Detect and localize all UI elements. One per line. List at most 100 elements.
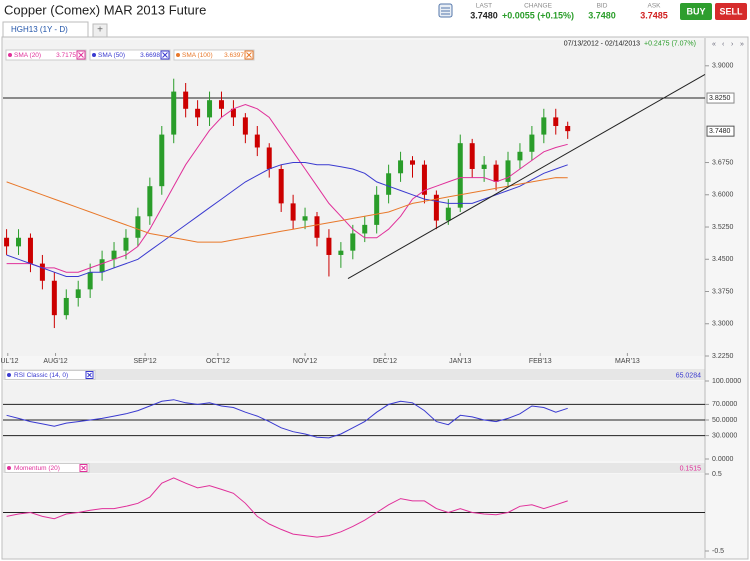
quote-value: +0.0055 (+0.15%) (502, 10, 574, 20)
nav-icon[interactable]: « (712, 41, 716, 48)
candle-body (266, 147, 272, 169)
candle-body (433, 194, 439, 221)
nav-icon[interactable]: ‹ (722, 41, 725, 48)
trend-line (347, 73, 706, 280)
quote-value: 3.7480 (470, 10, 498, 20)
calendar-icon[interactable] (438, 3, 453, 18)
candle-body (63, 297, 69, 316)
candle-body (242, 117, 248, 135)
indicator-close[interactable] (85, 371, 94, 379)
x-tick-label: JUL'12 (0, 358, 19, 365)
legend-value: 3.6698 (140, 52, 160, 59)
candle-body (362, 224, 368, 234)
legend-item: SMA (50) 3.6698 (89, 49, 171, 61)
legend-close-x[interactable] (78, 52, 84, 58)
indicator-line (6, 103, 568, 273)
nav-icon[interactable]: » (740, 41, 744, 48)
candle-body (386, 173, 392, 195)
candle-body (183, 91, 189, 109)
legend-item: SMA (100) 3.6397 (173, 49, 255, 61)
indicator-last-value: 0.1515 (680, 465, 702, 472)
period-change: +0.2475 (7.07%) (644, 40, 696, 47)
indicator-close[interactable] (79, 464, 88, 472)
candle-body (326, 237, 332, 255)
page-title: Copper (Comex) MAR 2013 Future (4, 2, 206, 17)
y-tick-label: 3.6000 (712, 192, 734, 199)
candle-body (195, 108, 201, 118)
candle-body (421, 164, 427, 195)
indicator-line (6, 162, 568, 277)
level-label: 3.8250 (709, 95, 731, 102)
quote-value: 3.7485 (640, 10, 668, 20)
tab-body[interactable] (92, 23, 108, 38)
candle-body (493, 164, 499, 182)
candle-body (135, 216, 141, 238)
x-tick-label: FEB'13 (529, 358, 552, 365)
candle-body (218, 100, 224, 109)
quote-label: BID (597, 3, 608, 10)
quote-value: 3.7480 (588, 10, 616, 20)
navigation-icons[interactable]: « ‹ › » (712, 41, 744, 48)
x-tick-label: JAN'13 (449, 358, 471, 365)
legend-swatch (92, 53, 96, 57)
candle-body (254, 134, 260, 148)
legend-close[interactable] (160, 50, 170, 60)
candle-body (75, 289, 81, 298)
candle-body (445, 207, 451, 221)
trade-button[interactable]: BUY (680, 3, 712, 20)
y-tick-label: 3.2250 (712, 353, 734, 360)
x-tick-label: AUG'12 (43, 358, 67, 365)
nav-icon[interactable]: › (731, 41, 734, 48)
x-tick-label: MAR'13 (615, 358, 640, 365)
candle-body (123, 237, 129, 251)
x-tick-label: SEP'12 (134, 358, 157, 365)
button-body[interactable] (680, 3, 712, 20)
candle-body (147, 186, 153, 217)
x-tick-label: DEC'12 (373, 358, 397, 365)
trade-button[interactable]: SELL (715, 3, 747, 20)
price-plot-area (3, 40, 705, 356)
tab[interactable]: HGH13 (1Y - D) (2, 21, 89, 38)
candle-body (278, 168, 284, 204)
level-label-box (706, 92, 735, 104)
legend-close[interactable] (76, 50, 86, 60)
quote-label: CHANGE (524, 3, 552, 10)
candle-body (553, 117, 559, 126)
candle-body (529, 134, 535, 152)
indicator-title: RSI Classic (14, 0) (14, 372, 68, 379)
tab-body[interactable] (2, 21, 89, 38)
indicator-close-x[interactable] (81, 465, 86, 471)
y-tick-label: 3.5250 (712, 224, 734, 231)
candle-body (207, 100, 213, 118)
candle-body (87, 272, 93, 290)
y-tick-label: 50.0000 (712, 417, 737, 424)
indicator-legend: RSI Classic (14, 0) (4, 370, 96, 380)
indicator-legend-box (4, 463, 90, 473)
candle-body (517, 151, 523, 161)
tab[interactable]: + (92, 23, 108, 38)
y-tick-label: 0.5 (712, 471, 722, 478)
indicator-close-x[interactable] (87, 372, 92, 378)
legend-value: 3.6397 (224, 52, 244, 59)
date-range: 07/13/2012 - 02/14/2013 (564, 40, 640, 47)
y-tick-label: 3.3000 (712, 321, 734, 328)
legend-close-x[interactable] (246, 52, 252, 58)
indicator-last-value: 65.0284 (676, 372, 701, 379)
legend-value: 3.7175 (56, 52, 76, 59)
indicator-swatch (7, 373, 11, 377)
last-price-label: 3.7480 (709, 128, 731, 135)
button-label[interactable]: BUY (686, 6, 705, 16)
candle-body (350, 233, 356, 251)
button-label[interactable]: SELL (719, 6, 743, 16)
last-price-box (706, 125, 735, 137)
button-body[interactable] (715, 3, 747, 20)
legend-close[interactable] (244, 50, 254, 60)
tab-label[interactable]: + (97, 25, 103, 36)
x-tick-label: NOV'12 (293, 358, 317, 365)
candle-body (398, 160, 404, 174)
legend-close-x[interactable] (162, 52, 168, 58)
y-tick-label: 3.6750 (712, 159, 734, 166)
candle-body (99, 259, 105, 273)
tab-label[interactable]: HGH13 (1Y - D) (11, 25, 68, 34)
